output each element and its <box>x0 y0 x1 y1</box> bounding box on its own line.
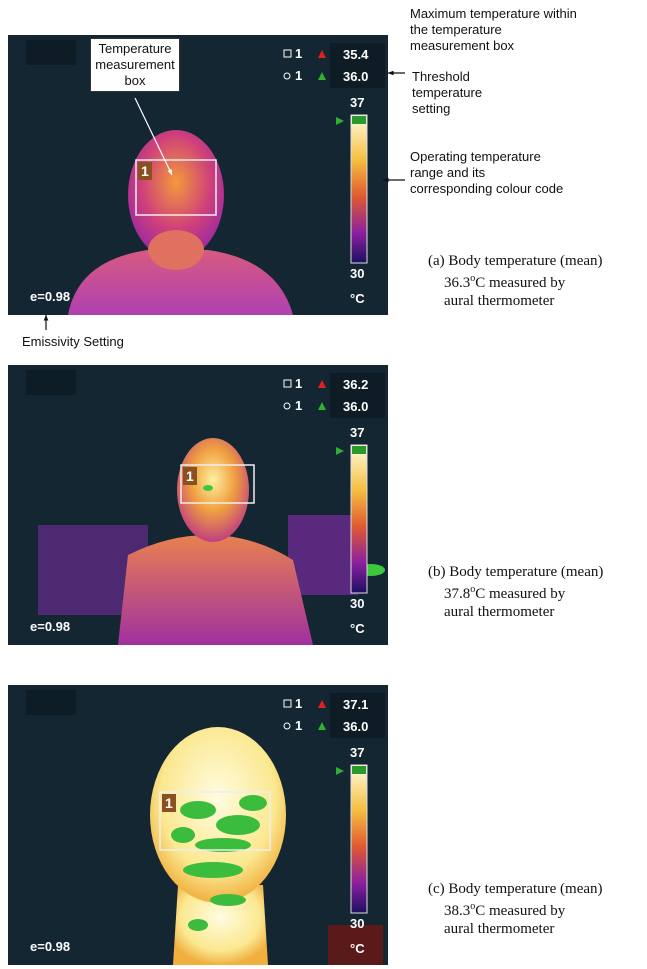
caption-text: aural thermometer <box>444 293 554 309</box>
caption: (a) Body temperature (mean)36.3oC measur… <box>428 252 603 310</box>
caption-line: aural thermometer <box>428 292 603 310</box>
caption-text: (a) Body temperature (mean) <box>428 253 603 269</box>
thermal-image: 1 1 37.1 1 36.0 37 30 °C e=0.98 <box>8 685 388 965</box>
box-id: 1 <box>141 163 149 179</box>
hot-spot <box>183 862 243 878</box>
annotation: Threshold temperature setting <box>412 69 512 117</box>
caption-text: C measured by <box>475 275 565 291</box>
caption: (b) Body temperature (mean)37.8oC measur… <box>428 563 603 621</box>
caption-line: (c) Body temperature (mean) <box>428 880 603 898</box>
threshold: 36.0 <box>343 719 368 734</box>
head <box>177 438 249 542</box>
figure: 1 1 35.4 1 36.0 37 30 °C e=0.98 1 1 36.2 1 36.0 37 30 °C… <box>0 0 647 969</box>
hot-spot <box>216 815 260 835</box>
hot-spot <box>210 894 246 906</box>
scale-max: 37 <box>350 745 364 760</box>
scale-min: 30 <box>350 916 364 931</box>
caption-text: 36.3 <box>444 275 470 291</box>
caption-line: 37.8oC measured by <box>428 581 603 603</box>
caption-text: (c) Body temperature (mean) <box>428 881 603 897</box>
dark-patch <box>26 370 76 395</box>
colorbar <box>351 445 367 593</box>
colorbar-top <box>352 116 366 124</box>
background-object <box>288 515 358 595</box>
unit: °C <box>350 291 365 306</box>
colorbar <box>351 765 367 913</box>
neck <box>148 230 204 270</box>
threshold-id: 1 <box>295 718 302 733</box>
emissivity: e=0.98 <box>30 619 70 634</box>
hot-spot <box>171 827 195 843</box>
hot-spot <box>203 485 213 491</box>
emissivity: e=0.98 <box>30 289 70 304</box>
caption-text: C measured by <box>475 903 565 919</box>
colorbar-top <box>352 766 366 774</box>
emissivity: e=0.98 <box>30 939 70 954</box>
hot-spot <box>188 919 208 931</box>
caption-line: (b) Body temperature (mean) <box>428 563 603 581</box>
caption-line: 36.3oC measured by <box>428 270 603 292</box>
scale-max: 37 <box>350 425 364 440</box>
max-id: 1 <box>295 376 302 391</box>
caption-text: 37.8 <box>444 586 470 602</box>
box-id: 1 <box>165 795 173 811</box>
arrow-head <box>44 315 49 321</box>
caption-line: 38.3oC measured by <box>428 898 603 920</box>
dark-patch <box>26 690 76 715</box>
caption-line: aural thermometer <box>428 603 603 621</box>
hot-spot <box>180 801 216 819</box>
max-id: 1 <box>295 46 302 61</box>
annotation: Operating temperature range and its corr… <box>410 149 570 197</box>
unit: °C <box>350 941 365 956</box>
hot-spot <box>239 795 267 811</box>
max-id: 1 <box>295 696 302 711</box>
unit: °C <box>350 621 365 636</box>
scale-max: 37 <box>350 95 364 110</box>
annotation: Temperature measurement box <box>90 38 180 92</box>
box-id: 1 <box>186 468 194 484</box>
caption-text: C measured by <box>475 586 565 602</box>
caption-line: (a) Body temperature (mean) <box>428 252 603 270</box>
caption-text: 38.3 <box>444 903 470 919</box>
caption: (c) Body temperature (mean)38.3oC measur… <box>428 880 603 938</box>
caption-text: aural thermometer <box>444 921 554 937</box>
caption-line: aural thermometer <box>428 920 603 938</box>
annotation: Maximum temperature within the temperatu… <box>410 6 580 54</box>
max-temp: 36.2 <box>343 377 368 392</box>
threshold-id: 1 <box>295 68 302 83</box>
images: 1 1 35.4 1 36.0 37 30 °C e=0.98 1 1 36.2 1 36.0 37 30 °C… <box>0 0 647 969</box>
caption-text: aural thermometer <box>444 604 554 620</box>
scale-min: 30 <box>350 266 364 281</box>
max-temp: 37.1 <box>343 697 368 712</box>
threshold: 36.0 <box>343 69 368 84</box>
arrow-head <box>388 71 394 76</box>
dark-patch <box>26 40 76 65</box>
thermal-image: 1 1 36.2 1 36.0 37 30 °C e=0.98 <box>8 365 388 645</box>
annotation: Emissivity Setting <box>22 334 124 350</box>
colorbar-top <box>352 446 366 454</box>
max-temp: 35.4 <box>343 47 369 62</box>
caption-text: (b) Body temperature (mean) <box>428 564 603 580</box>
threshold: 36.0 <box>343 399 368 414</box>
scale-min: 30 <box>350 596 364 611</box>
threshold-id: 1 <box>295 398 302 413</box>
colorbar <box>351 115 367 263</box>
thermal-image: 1 1 35.4 1 36.0 37 30 °C e=0.98 <box>8 35 388 315</box>
